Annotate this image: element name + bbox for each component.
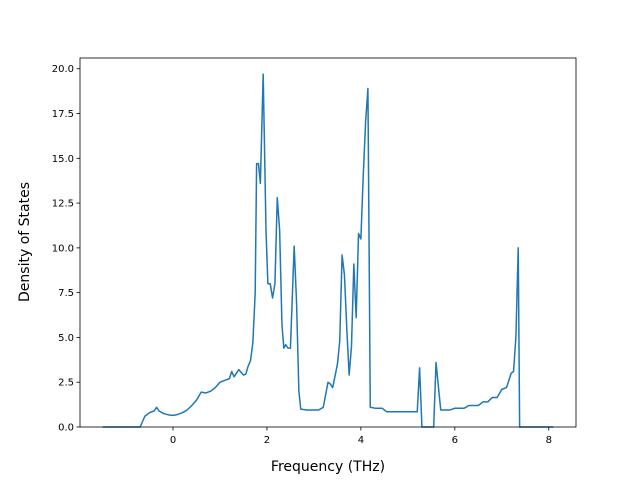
y-tick-label: 2.5 [58,378,74,389]
y-tick-label: 10.0 [52,243,74,254]
x-tick-label: 0 [170,435,176,446]
y-tick-label: 5.0 [58,333,74,344]
x-tick-label: 8 [546,435,552,446]
x-tick-label: 4 [358,435,364,446]
x-axis-label: Frequency (THz) [271,459,385,475]
x-tick-label: 6 [452,435,458,446]
line-series [102,73,554,428]
x-tick-label: 2 [264,435,270,446]
y-tick-label: 20.0 [52,64,74,75]
y-tick-label: 17.5 [52,109,74,120]
y-axis-label: Density of States [17,182,33,302]
y-tick-label: 15.0 [52,154,74,165]
y-tick-label: 7.5 [58,288,74,299]
y-tick-label: 12.5 [52,199,74,210]
plot-frame [79,57,577,428]
y-tick-label: 0.0 [58,423,74,434]
